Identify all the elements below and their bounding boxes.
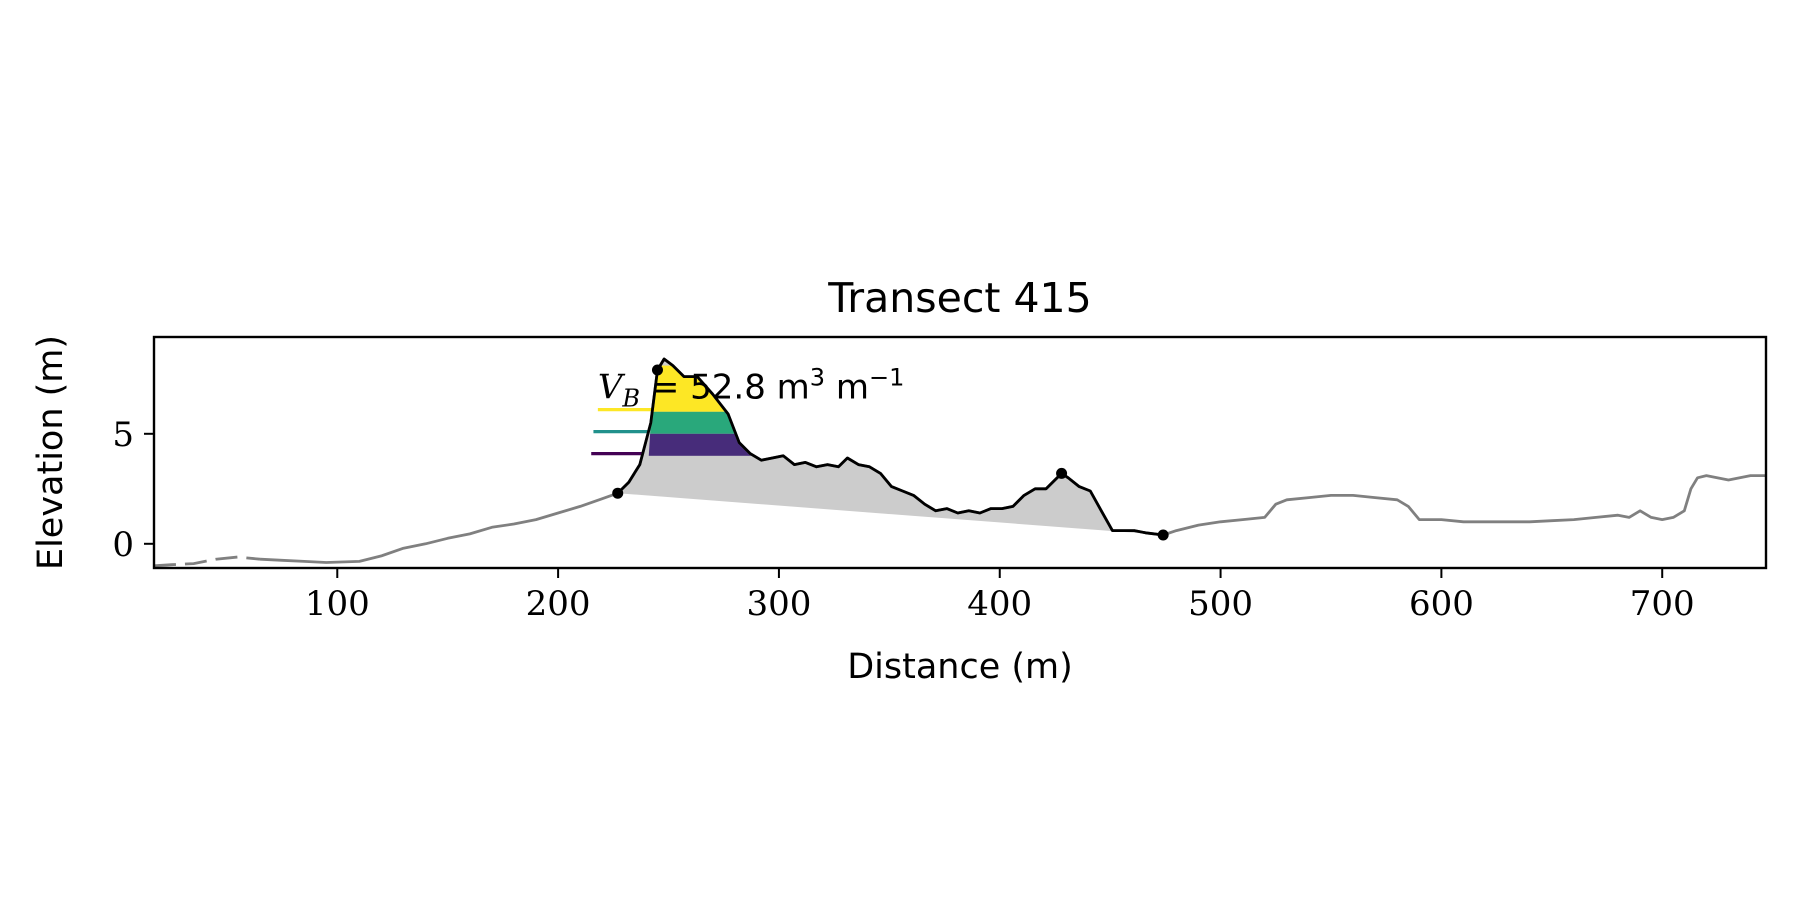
x-axis-ticks: 100 200 300 400 500 600 700 (305, 568, 1695, 624)
profile-marker-4 (1157, 529, 1169, 541)
profile-line-dashed (154, 555, 261, 568)
chart-title: Transect 415 (827, 274, 1091, 322)
volume-annotation: VB = 52.8 m3 m−1 (598, 364, 905, 413)
x-tick-label: 300 (746, 584, 811, 624)
x-tick-label: 600 (1409, 584, 1474, 624)
y-tick-label: 5 (112, 415, 134, 455)
volume-subscript: B (621, 385, 640, 413)
y-tick-label: 0 (112, 525, 134, 565)
active-volume-fill (617, 359, 1164, 535)
volume-unit-sup1: 3 (810, 364, 825, 392)
x-tick-label: 700 (1630, 584, 1695, 624)
x-tick-label: 100 (305, 584, 370, 624)
plot-area (154, 357, 1766, 568)
volume-unit-sup2: −1 (869, 364, 904, 392)
plot-frame (152, 335, 1768, 570)
volume-value: = 52.8 m (640, 368, 810, 408)
y-axis-label: Elevation (m) (31, 335, 71, 570)
volume-symbol: V (598, 368, 626, 408)
y-axis-ticks: 05 (112, 415, 154, 565)
profile-marker-1 (612, 487, 624, 499)
x-tick-label: 200 (526, 584, 591, 624)
profile-marker-3 (1056, 467, 1068, 479)
x-tick-label: 500 (1188, 584, 1253, 624)
x-axis-label: Distance (m) (847, 647, 1073, 687)
volume-unit-mid: m (825, 368, 869, 408)
profile-marker-2 (651, 364, 663, 376)
x-tick-label: 400 (967, 584, 1032, 624)
